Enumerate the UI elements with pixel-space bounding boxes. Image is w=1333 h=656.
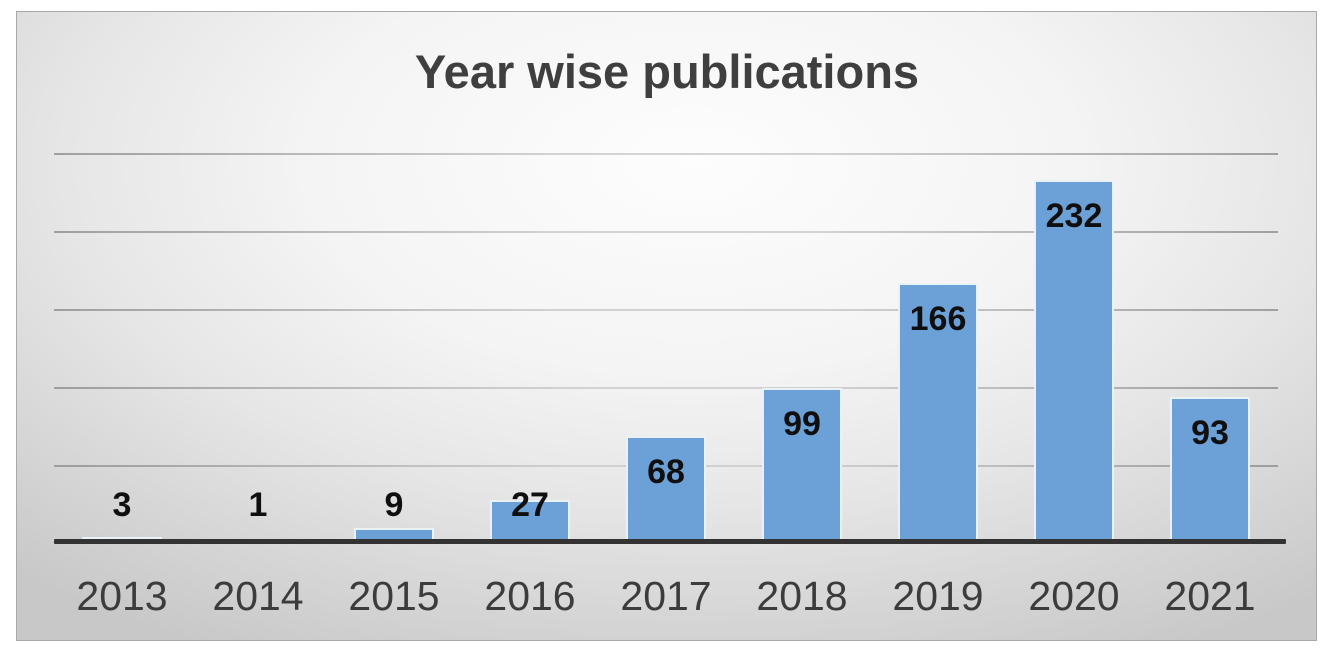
x-axis-tick-label-2014: 2014 [212,573,304,619]
bar-value-label-2018: 99 [783,405,821,443]
gridline-150 [54,309,1278,311]
x-axis-tick-label-2019: 2019 [892,573,984,619]
bar-value-label-2013: 3 [112,486,132,524]
bar-2017 [626,436,706,542]
x-axis-tick-label-2013: 2013 [76,573,168,619]
bar-2018 [762,388,842,542]
bar-value-label-2020: 232 [1045,197,1103,235]
x-axis-tick-label-2018: 2018 [756,573,848,619]
bar-value-label-2016: 27 [511,486,549,524]
x-axis-tick-label-2015: 2015 [348,573,440,619]
bar-2020 [1034,180,1114,542]
bar-2019 [898,283,978,542]
bar-2015 [354,528,434,542]
gridline-200 [54,231,1278,233]
bar-value-label-2015: 9 [384,486,404,524]
x-axis-tick-label-2020: 2020 [1028,573,1120,619]
chart-slide: Year wise publications 3 2013 1 2014 9 2015 27… [16,11,1317,641]
bar-2016 [490,500,570,542]
gridline-250 [54,153,1278,155]
x-axis-tick-label-2016: 2016 [484,573,576,619]
bar-value-label-2021: 93 [1191,414,1229,452]
x-axis-line [54,539,1286,544]
x-axis-tick-label-2017: 2017 [620,573,712,619]
gridline-100 [54,387,1278,389]
bar-value-label-2019: 166 [909,300,967,338]
x-axis-tick-label-2021: 2021 [1164,573,1256,619]
bar-2021 [1170,397,1250,542]
bar-value-label-2014: 1 [248,486,268,524]
bar-value-label-2017: 68 [647,453,685,491]
chart-title: Year wise publications [414,45,920,98]
